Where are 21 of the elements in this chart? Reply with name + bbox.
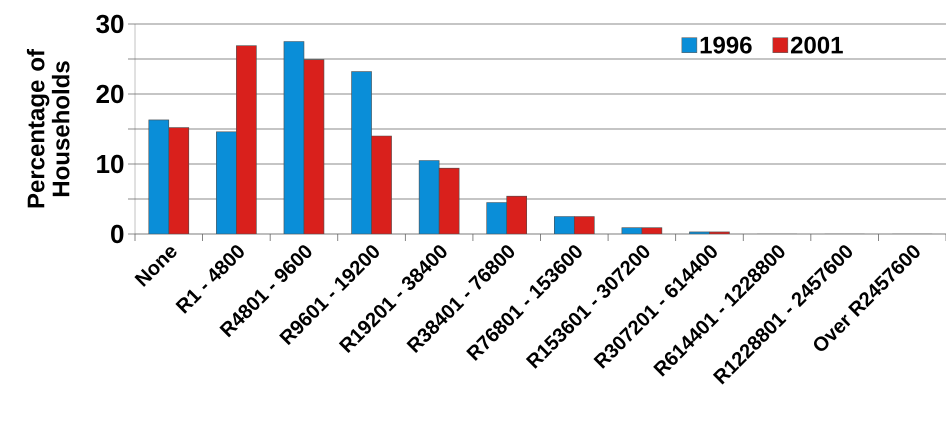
- bar: [506, 196, 528, 234]
- bar: [148, 120, 170, 234]
- y-tick-label: 20: [96, 84, 124, 104]
- bar: [304, 59, 324, 234]
- bar: [574, 216, 595, 234]
- y-tick-label: 10: [97, 154, 124, 174]
- bar: [168, 127, 190, 234]
- bar: [486, 202, 508, 234]
- bar: [554, 216, 575, 234]
- bar: [351, 71, 372, 234]
- bar: [418, 160, 440, 234]
- bar: [438, 168, 460, 234]
- bar: [216, 131, 237, 234]
- legend-label: 2001: [790, 36, 843, 54]
- bar: [371, 136, 392, 234]
- bar: [284, 41, 304, 234]
- y-axis-title: Percentage of Households: [26, 48, 70, 208]
- bar: [236, 45, 257, 234]
- y-tick-label: 30: [96, 14, 124, 34]
- legend-label: 1996: [700, 36, 752, 54]
- y-tick-label: 0: [111, 224, 124, 244]
